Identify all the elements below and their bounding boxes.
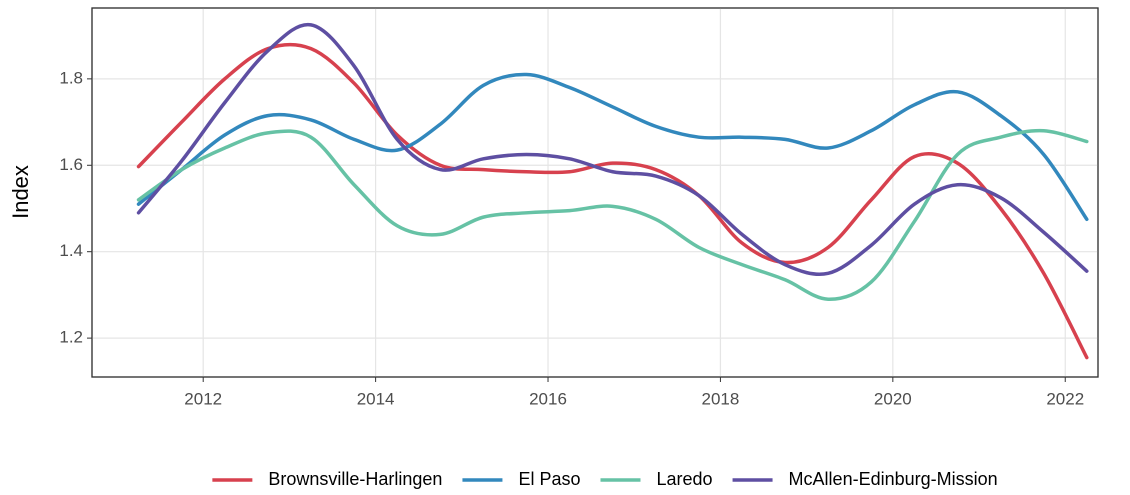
x-tick-label: 2022 [1046, 389, 1084, 408]
legend-label: Brownsville-Harlingen [268, 469, 442, 489]
x-tick-label: 2018 [702, 389, 740, 408]
y-tick-label: 1.8 [59, 68, 83, 87]
plot-panel [91, 7, 1099, 378]
y-tick-label: 1.4 [59, 241, 83, 260]
series-line [136, 22, 1089, 276]
x-tick-label: 2016 [529, 389, 567, 408]
legend-label: McAllen-Edinburg-Mission [789, 469, 998, 489]
x-tick-label: 2020 [874, 389, 912, 408]
x-tick-label: 2014 [357, 389, 395, 408]
y-axis-label: Index [8, 165, 33, 219]
y-tick-label: 1.2 [59, 328, 83, 347]
legend-label: Laredo [656, 469, 712, 489]
series-line [136, 128, 1089, 301]
legend-item: McAllen-Edinburg-Mission [732, 469, 998, 489]
legend: Brownsville-Harlingen El Paso Laredo McAlle… [212, 469, 998, 489]
x-tick-label: 2012 [184, 389, 222, 408]
legend-label: El Paso [518, 469, 580, 489]
series-line [136, 72, 1089, 222]
legend-item: El Paso [462, 469, 580, 489]
legend-item: Brownsville-Harlingen [212, 469, 442, 489]
legend-item: Laredo [600, 469, 713, 489]
grid [92, 8, 1098, 377]
series-line [136, 42, 1089, 360]
y-tick-label: 1.6 [59, 155, 83, 174]
